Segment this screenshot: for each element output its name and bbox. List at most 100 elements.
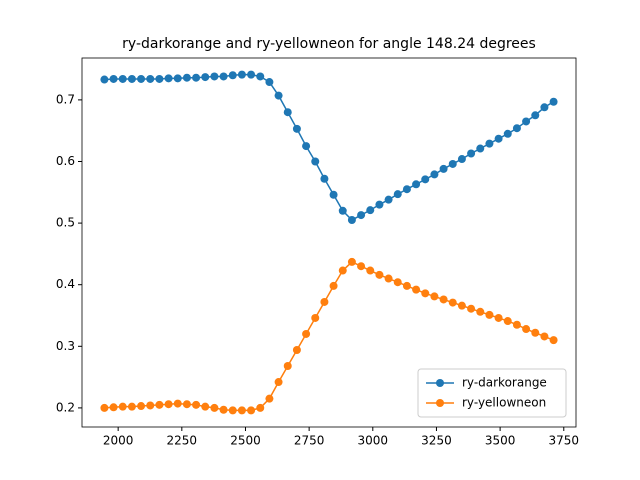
point: [457, 301, 466, 310]
point: [512, 124, 521, 133]
point: [283, 108, 292, 117]
point: [421, 289, 430, 298]
point: [228, 406, 237, 415]
point: [357, 211, 366, 220]
point: [237, 406, 246, 415]
point: [137, 74, 146, 83]
x-tick-label: 2000: [103, 434, 134, 448]
plot-frame: [81, 57, 577, 428]
point: [402, 281, 411, 290]
point: [173, 399, 182, 408]
point: [393, 190, 402, 199]
point: [412, 180, 421, 189]
point: [247, 70, 256, 79]
y-tick-label: 0.3: [56, 339, 75, 353]
point: [256, 72, 265, 81]
point: [357, 262, 366, 271]
point: [375, 270, 384, 279]
legend: ry-darkorange ry-yellowneon: [417, 368, 567, 418]
x-tick-label: 3750: [549, 434, 580, 448]
point: [228, 71, 237, 80]
x-tick-label: 3250: [421, 434, 452, 448]
x-tick-label: 2250: [167, 434, 198, 448]
legend-marker: [436, 399, 444, 407]
point: [549, 97, 558, 106]
point: [476, 307, 485, 316]
point: [430, 292, 439, 301]
point: [329, 190, 338, 199]
point: [329, 281, 338, 290]
point: [265, 78, 274, 87]
point: [540, 103, 549, 112]
point: [155, 74, 164, 83]
point: [402, 185, 411, 194]
point: [448, 159, 457, 168]
point: [439, 295, 448, 304]
legend-marker: [436, 379, 444, 387]
point: [347, 216, 356, 225]
point: [210, 403, 219, 412]
y-tick-label: 0.5: [56, 216, 75, 230]
x-tick-label: 3500: [485, 434, 516, 448]
point: [219, 405, 228, 414]
point: [366, 266, 375, 275]
point: [421, 175, 430, 184]
point: [503, 129, 512, 138]
x-tick-label: 2750: [294, 434, 325, 448]
point: [256, 403, 265, 412]
legend-label: ry-darkorange: [462, 376, 547, 390]
point: [320, 174, 329, 183]
legend-box: [417, 368, 567, 418]
chart-title: ry-darkorange and ry-yellowneon for angl…: [122, 36, 536, 52]
point: [109, 74, 118, 83]
point: [494, 134, 503, 143]
point: [118, 74, 127, 83]
point: [485, 139, 494, 148]
point: [549, 336, 558, 345]
point: [219, 72, 228, 81]
point: [311, 157, 320, 166]
point: [384, 195, 393, 204]
x-tick-label: 3000: [358, 434, 389, 448]
point: [393, 278, 402, 287]
point: [302, 142, 311, 151]
point: [503, 317, 512, 326]
point: [100, 403, 109, 412]
point: [137, 402, 146, 411]
point: [292, 345, 301, 354]
point: [274, 378, 283, 387]
point: [192, 73, 201, 82]
point: [347, 257, 356, 266]
point: [100, 75, 109, 84]
point: [164, 400, 173, 409]
point: [467, 149, 476, 158]
point: [384, 274, 393, 283]
point: [531, 111, 540, 120]
point: [146, 74, 155, 83]
y-tick-label: 0.4: [56, 277, 75, 291]
point: [274, 91, 283, 100]
legend-label: ry-yellowneon: [462, 396, 546, 410]
y-tick-label: 0.7: [56, 92, 75, 106]
point: [182, 73, 191, 82]
y-tick-label: 0.2: [56, 400, 75, 414]
point: [467, 304, 476, 313]
point: [292, 124, 301, 133]
point: [485, 310, 494, 319]
point: [173, 74, 182, 83]
point: [338, 206, 347, 215]
point: [457, 155, 466, 164]
point: [522, 325, 531, 334]
point: [210, 72, 219, 81]
point: [237, 70, 246, 79]
point: [439, 164, 448, 173]
point: [118, 402, 127, 411]
point: [127, 74, 136, 83]
point: [146, 401, 155, 410]
point: [265, 394, 274, 403]
point: [540, 332, 549, 341]
point: [412, 285, 421, 294]
point: [430, 170, 439, 179]
point: [320, 297, 329, 306]
point: [247, 406, 256, 415]
